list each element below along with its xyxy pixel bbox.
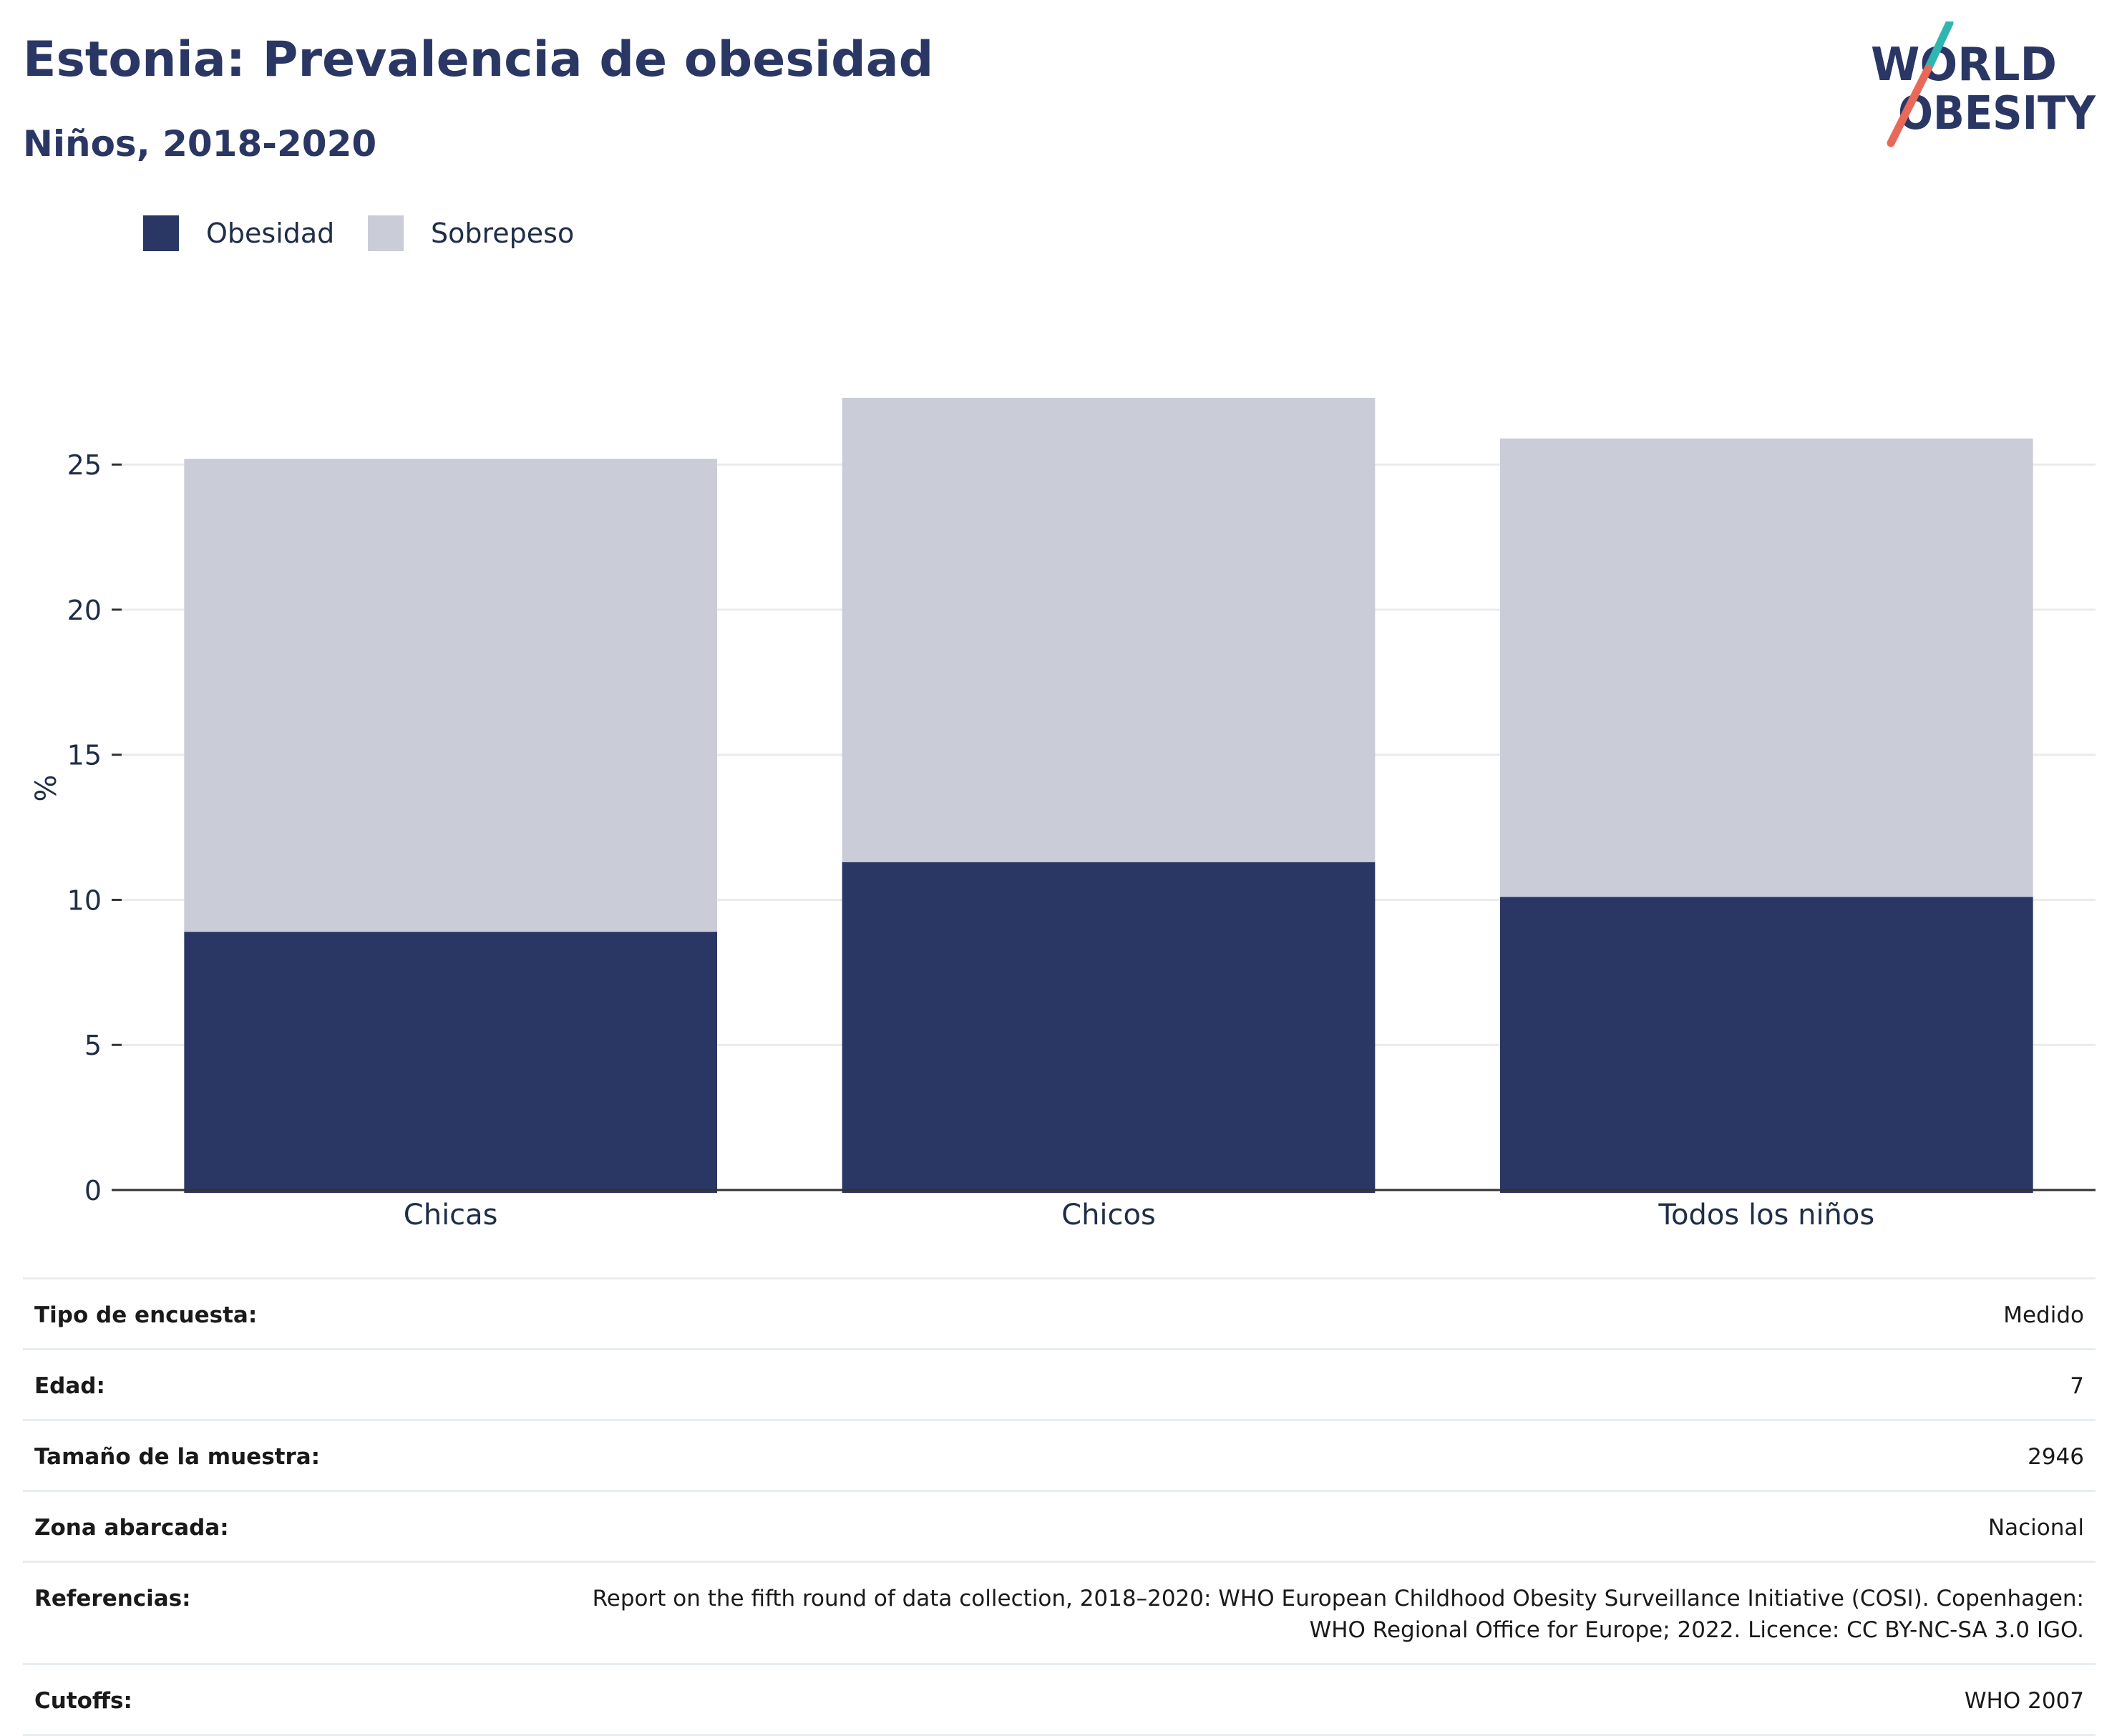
- reference-line-2: WHO Regional Office for Europe; 2022. Li…: [1309, 1617, 2084, 1643]
- logo-line-2: OBESITY: [1898, 87, 2096, 140]
- survey-info-table: Tipo de encuesta: Medido Edad: 7 Tamaño …: [23, 1277, 2096, 1736]
- y-tick-label: 10: [67, 884, 102, 916]
- x-tick-label: Chicas: [404, 1199, 498, 1232]
- logo-line-1: WORLD: [1871, 39, 2057, 92]
- info-label: Tamaño de la muestra:: [23, 1419, 475, 1491]
- info-label: Edad:: [23, 1348, 475, 1420]
- bar-sobrepeso-2: [842, 397, 1376, 862]
- info-label: Tipo de encuesta:: [23, 1277, 475, 1350]
- info-label: Zona abarcada:: [23, 1490, 475, 1562]
- info-value: Medido: [475, 1277, 2096, 1350]
- y-tick-label: 15: [67, 740, 102, 771]
- logo-slash-bottom: [1887, 64, 1932, 147]
- logo-slash-top: [1924, 19, 1954, 73]
- info-label: Referencias:: [23, 1561, 475, 1664]
- info-row-area: Zona abarcada: Nacional: [23, 1490, 2096, 1562]
- bar-obesidad-3: [1500, 897, 2033, 1193]
- legend-swatch-obesidad: [143, 215, 179, 251]
- info-value: Nacional: [475, 1490, 2096, 1562]
- y-tick-label: 20: [67, 595, 102, 626]
- y-tick-label: 5: [84, 1030, 102, 1061]
- chart-title: Estonia: Prevalencia de obesidad: [23, 31, 934, 88]
- legend-label-obesidad: Obesidad: [206, 218, 335, 249]
- x-tick-label: Chicos: [1061, 1199, 1156, 1232]
- y-tick-label: 25: [67, 449, 102, 481]
- bar-sobrepeso-1: [184, 459, 717, 932]
- info-row-age: Edad: 7: [23, 1348, 2096, 1420]
- y-axis-title: %: [30, 774, 63, 801]
- logo-graphic: WORLD OBESITY: [1871, 19, 2096, 147]
- bar-obesidad-2: [842, 862, 1376, 1193]
- info-value: 7: [475, 1348, 2096, 1420]
- info-row-sample-size: Tamaño de la muestra: 2946: [23, 1419, 2096, 1491]
- info-row-survey-type: Tipo de encuesta: Medido: [23, 1277, 2096, 1350]
- stacked-bar-chart: 0 5 10 15 20 25% Chicas Chicos Todos los niños: [30, 397, 2096, 1232]
- reference-line-1: Report on the fifth round of data collec…: [592, 1586, 2084, 1611]
- info-row-cutoffs: Cutoffs: WHO 2007: [23, 1663, 2096, 1736]
- info-row-references: Referencias: Report on the fifth round o…: [23, 1561, 2096, 1664]
- info-value: Report on the fifth round of data collec…: [475, 1561, 2096, 1664]
- info-value: WHO 2007: [475, 1663, 2096, 1736]
- legend-label-sobrepeso: Sobrepeso: [431, 218, 575, 249]
- bar-sobrepeso-3: [1500, 438, 2033, 897]
- world-obesity-logo: WORLD OBESITY: [1861, 19, 2104, 157]
- x-tick-label: Todos los niños: [1658, 1199, 1874, 1232]
- info-label: Cutoffs:: [23, 1663, 475, 1736]
- bar-obesidad-1: [184, 932, 717, 1193]
- y-tick-label: 0: [84, 1175, 102, 1206]
- legend-swatch-sobrepeso: [368, 215, 404, 251]
- info-value: 2946: [475, 1419, 2096, 1491]
- chart-subtitle: Niños, 2018-2020: [23, 123, 377, 165]
